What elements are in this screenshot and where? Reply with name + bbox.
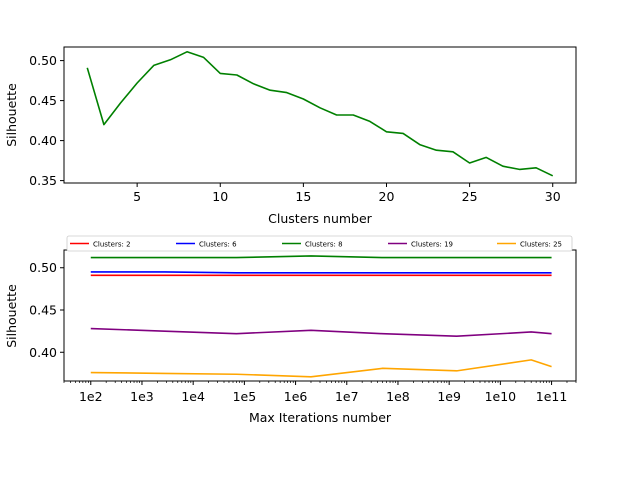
x-tick-label: 15	[295, 189, 311, 204]
series-line	[90, 359, 552, 378]
x-tick-label: 5	[133, 189, 141, 204]
x-tick-label: 10	[212, 189, 228, 204]
legend-label: Clusters: 6	[199, 241, 237, 249]
y-axis-label: Silhouette	[4, 284, 19, 348]
series-line	[86, 50, 554, 177]
series-lines	[90, 255, 552, 378]
legend-label: Clusters: 2	[93, 241, 131, 249]
y-tick-label: 0.50	[29, 260, 57, 275]
x-axis-label: Clusters number	[268, 211, 372, 226]
series-line	[90, 271, 552, 274]
legend: Clusters: 2 Clusters: 6 Clusters: 8 Cluster…	[66, 235, 573, 252]
x-tick-label: 1e9	[437, 389, 461, 404]
x-axis-label: Max Iterations number	[249, 410, 392, 425]
series-line	[90, 255, 552, 259]
x-tick-label: 1e7	[335, 389, 359, 404]
plot-area-frame	[63, 46, 577, 184]
x-tick-label: 1e10	[485, 389, 517, 404]
legend-label: Clusters: 19	[411, 241, 453, 249]
y-axis-ticks: 0.35 0.40 0.45 0.50	[29, 53, 64, 188]
legend-label: Clusters: 8	[305, 241, 343, 249]
x-tick-label: 1e4	[181, 389, 205, 404]
x-axis-ticks: 1e2 1e3 1e4 1e5 1e6 1e7 1e8 1e9 1e10 1e11	[63, 381, 577, 404]
x-tick-label: 25	[462, 189, 478, 204]
x-tick-label: 1e8	[386, 389, 410, 404]
y-tick-label: 0.40	[29, 345, 57, 360]
y-tick-label: 0.45	[29, 303, 57, 318]
x-tick-label: 1e2	[79, 389, 103, 404]
x-tick-label: 30	[545, 189, 561, 204]
x-axis-ticks: 5 10 15 20 25 30	[133, 183, 561, 204]
x-tick-label: 1e3	[130, 389, 154, 404]
y-axis-label: Silhouette	[4, 83, 19, 147]
series-line	[90, 327, 552, 338]
y-tick-label: 0.35	[29, 173, 57, 188]
x-tick-label: 1e6	[284, 389, 308, 404]
series-lines	[86, 50, 554, 177]
legend-label: Clusters: 25	[520, 241, 562, 249]
chart-clusters: 5 10 15 20 25 30 0.35 0.40 0.45 0.50 Clusters nu…	[4, 46, 577, 226]
x-tick-label: 1e5	[233, 389, 257, 404]
chart-max-iterations: 1e2 1e3 1e4 1e5 1e6 1e7 1e8 1e9 1e10 1e11 0.400.4…	[4, 235, 577, 425]
x-tick-label: 1e11	[536, 389, 568, 404]
y-tick-label: 0.50	[29, 53, 57, 68]
x-tick-label: 20	[379, 189, 395, 204]
y-tick-label: 0.45	[29, 93, 57, 108]
y-tick-label: 0.40	[29, 133, 57, 148]
y-axis-ticks: 0.40 0.45 0.50	[29, 260, 64, 360]
legend-box	[66, 235, 573, 252]
